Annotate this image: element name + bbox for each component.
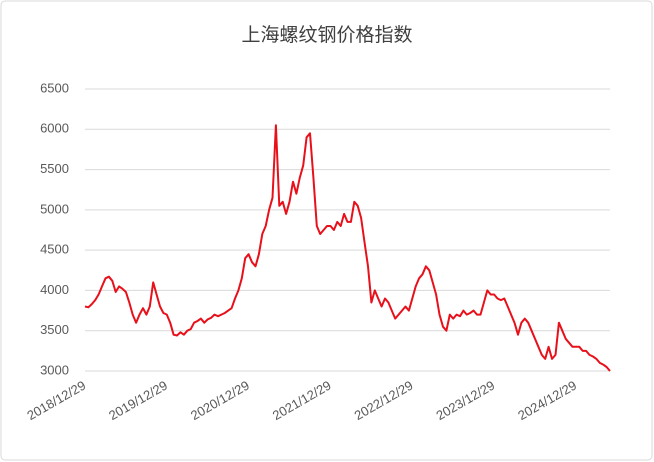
y-tick-label: 3000 (40, 362, 69, 377)
y-tick-label: 3500 (40, 322, 69, 337)
price-line (84, 124, 611, 372)
y-tick-label: 4000 (40, 282, 69, 297)
y-tick-label: 5500 (40, 161, 69, 176)
y-tick-label: 6500 (40, 80, 69, 95)
y-tick-label: 6000 (40, 121, 69, 136)
y-tick-label: 4500 (40, 242, 69, 257)
chart-title: 上海螺纹钢价格指数 (241, 24, 412, 46)
y-tick-label: 5000 (40, 201, 69, 216)
